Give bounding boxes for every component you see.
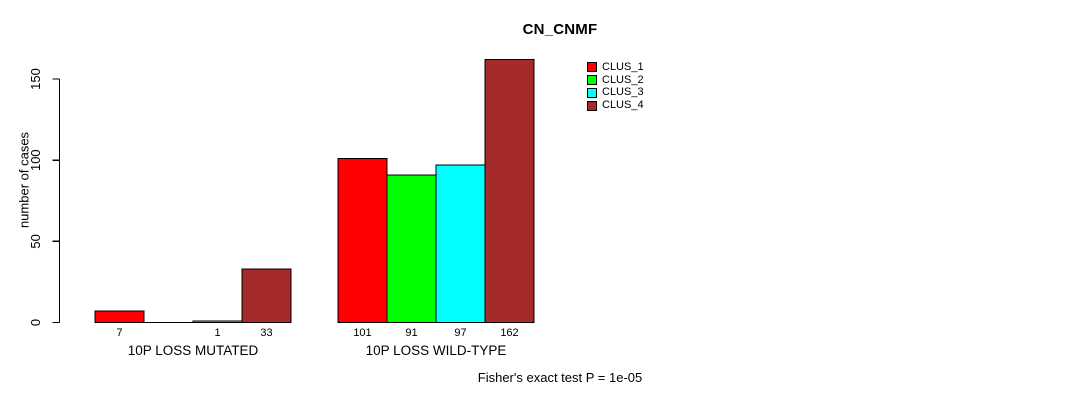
x-group-label-mutated: 10P LOSS MUTATED [127, 343, 259, 358]
legend-swatch-clus-3 [587, 87, 597, 98]
y-tick-label: 100 [28, 149, 43, 171]
legend-swatch-clus-1 [587, 62, 597, 73]
bar-clus-2-group-1 [386, 174, 437, 323]
bar-clus-3-group-1 [435, 164, 486, 323]
legend-swatch-clus-4 [587, 100, 597, 111]
bar-value-label: 101 [353, 327, 371, 339]
chart-title: CN_CNMF [522, 21, 598, 38]
bar-value-label: 97 [454, 327, 466, 339]
bar-value-label: 91 [405, 327, 417, 339]
legend-label: CLUS_1 [602, 60, 644, 73]
legend-label: CLUS_3 [602, 86, 644, 99]
legend-item: CLUS_3 [587, 87, 644, 100]
x-group-label-wild-type: 10P LOSS WILD-TYPE [365, 343, 507, 358]
bar-clus-3-group-0 [192, 320, 243, 324]
legend: CLUS_1 CLUS_2 CLUS_3 CLUS_4 [587, 61, 644, 112]
bar-clus-4-group-0 [241, 268, 292, 323]
legend-label: CLUS_4 [602, 99, 644, 112]
y-tick-label: 150 [28, 68, 43, 90]
legend-swatch-clus-2 [587, 75, 597, 86]
legend-item: CLUS_2 [587, 74, 644, 87]
bar-value-label: 7 [116, 327, 122, 339]
bar-clus-4-group-1 [484, 59, 535, 324]
bar-clus-1-group-0 [94, 310, 145, 324]
bar-value-label: 1 [214, 327, 220, 339]
legend-label: CLUS_2 [602, 73, 644, 86]
legend-item: CLUS_4 [587, 99, 644, 112]
bar-value-label: 162 [500, 327, 518, 339]
legend-item: CLUS_1 [587, 61, 644, 74]
y-tick-label: 50 [28, 234, 43, 248]
bar-clus-1-group-1 [337, 158, 388, 323]
y-tick-label: 0 [28, 319, 43, 326]
fishers-test-annotation: Fisher's exact test P = 1e-05 [477, 370, 643, 385]
bar-value-label: 33 [260, 327, 272, 339]
